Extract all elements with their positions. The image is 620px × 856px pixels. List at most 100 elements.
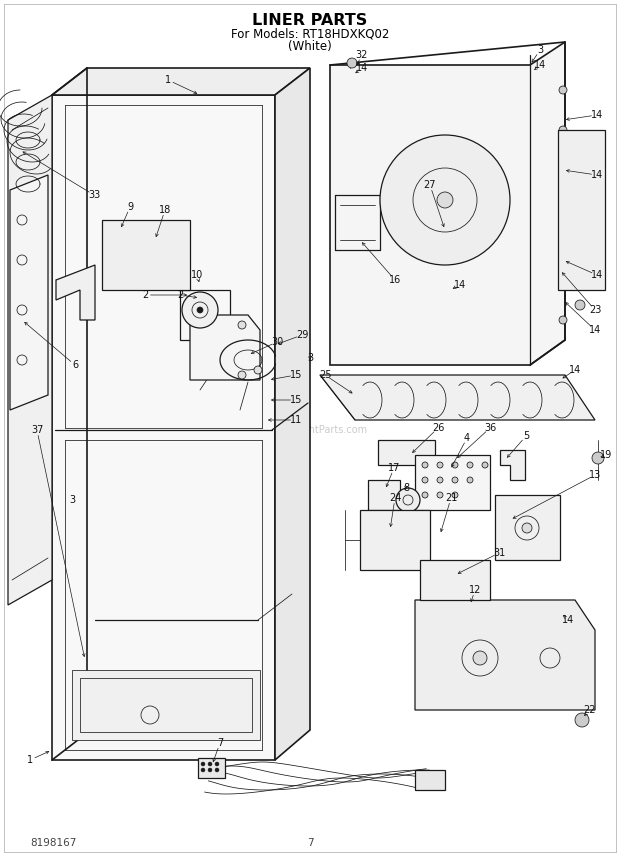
Text: 32: 32 xyxy=(356,50,368,60)
Circle shape xyxy=(347,58,357,68)
Text: 7: 7 xyxy=(307,838,313,848)
Text: 14: 14 xyxy=(454,280,466,290)
Circle shape xyxy=(380,135,510,265)
Text: 14: 14 xyxy=(591,110,603,120)
Circle shape xyxy=(559,316,567,324)
Circle shape xyxy=(559,156,567,164)
Text: 11: 11 xyxy=(290,415,302,425)
Text: 19: 19 xyxy=(600,450,612,460)
Polygon shape xyxy=(415,770,445,790)
Circle shape xyxy=(482,462,488,468)
Circle shape xyxy=(559,126,567,134)
Text: 8: 8 xyxy=(403,483,409,493)
Text: 14: 14 xyxy=(534,60,546,70)
Circle shape xyxy=(422,492,428,498)
Circle shape xyxy=(422,477,428,483)
Text: 26: 26 xyxy=(432,423,444,433)
Text: 14: 14 xyxy=(356,63,368,73)
Circle shape xyxy=(559,276,567,284)
Text: 2: 2 xyxy=(177,290,183,300)
Polygon shape xyxy=(72,670,260,740)
Circle shape xyxy=(422,462,428,468)
Text: 1: 1 xyxy=(165,75,171,85)
Text: 17: 17 xyxy=(388,463,400,473)
Polygon shape xyxy=(558,130,605,290)
Circle shape xyxy=(522,523,532,533)
Text: 14: 14 xyxy=(589,325,601,335)
Text: LINER PARTS: LINER PARTS xyxy=(252,13,368,27)
Polygon shape xyxy=(415,455,490,510)
Circle shape xyxy=(208,768,212,772)
Circle shape xyxy=(452,492,458,498)
Circle shape xyxy=(437,492,443,498)
Text: 14: 14 xyxy=(562,615,574,625)
Text: 14: 14 xyxy=(591,270,603,280)
Polygon shape xyxy=(330,42,565,365)
Text: 14: 14 xyxy=(591,170,603,180)
Polygon shape xyxy=(360,510,430,570)
Text: 14: 14 xyxy=(569,365,581,375)
Circle shape xyxy=(396,488,420,512)
Circle shape xyxy=(215,768,219,772)
Polygon shape xyxy=(320,375,595,420)
Text: 3: 3 xyxy=(537,45,543,55)
Text: 3: 3 xyxy=(69,495,75,505)
Circle shape xyxy=(592,452,604,464)
Polygon shape xyxy=(378,440,435,465)
Circle shape xyxy=(254,366,262,374)
Circle shape xyxy=(452,477,458,483)
Polygon shape xyxy=(190,315,260,380)
Text: 22: 22 xyxy=(584,705,596,715)
Text: 25: 25 xyxy=(319,370,331,380)
Text: 1: 1 xyxy=(27,755,33,765)
Circle shape xyxy=(197,307,203,313)
Circle shape xyxy=(452,462,458,468)
Circle shape xyxy=(208,762,212,766)
Text: 30: 30 xyxy=(271,337,283,347)
Circle shape xyxy=(215,762,219,766)
Text: 3: 3 xyxy=(307,353,313,363)
Polygon shape xyxy=(52,95,275,760)
Text: 18: 18 xyxy=(159,205,171,215)
Polygon shape xyxy=(8,95,52,605)
Circle shape xyxy=(467,462,473,468)
Polygon shape xyxy=(495,495,560,560)
Text: 33: 33 xyxy=(88,190,100,200)
Text: 24: 24 xyxy=(389,493,401,503)
Circle shape xyxy=(437,477,443,483)
Polygon shape xyxy=(420,560,490,600)
Circle shape xyxy=(575,300,585,310)
Text: 37: 37 xyxy=(31,425,43,435)
Polygon shape xyxy=(500,450,525,480)
Circle shape xyxy=(559,86,567,94)
Text: 29: 29 xyxy=(296,330,308,340)
Text: 27: 27 xyxy=(423,180,436,190)
Text: 7: 7 xyxy=(217,738,223,748)
Polygon shape xyxy=(52,68,310,95)
Polygon shape xyxy=(368,480,400,510)
Polygon shape xyxy=(10,175,48,410)
Circle shape xyxy=(437,462,443,468)
Circle shape xyxy=(575,713,589,727)
Text: 2: 2 xyxy=(142,290,148,300)
Text: 6: 6 xyxy=(72,360,78,370)
Text: 21: 21 xyxy=(445,493,457,503)
Text: 15: 15 xyxy=(290,370,302,380)
Text: 31: 31 xyxy=(493,548,505,558)
Circle shape xyxy=(238,321,246,329)
Polygon shape xyxy=(415,600,595,710)
Text: 5: 5 xyxy=(523,431,529,441)
Text: 15: 15 xyxy=(290,395,302,405)
Circle shape xyxy=(201,762,205,766)
Text: 9: 9 xyxy=(127,202,133,212)
Text: 4: 4 xyxy=(464,433,470,443)
Circle shape xyxy=(437,192,453,208)
Circle shape xyxy=(473,651,487,665)
Text: 36: 36 xyxy=(484,423,496,433)
Text: (White): (White) xyxy=(288,39,332,52)
Polygon shape xyxy=(198,758,225,778)
Text: For Models: RT18HDXKQ02: For Models: RT18HDXKQ02 xyxy=(231,27,389,40)
Polygon shape xyxy=(275,68,310,760)
Text: 13: 13 xyxy=(589,470,601,480)
Circle shape xyxy=(182,292,218,328)
